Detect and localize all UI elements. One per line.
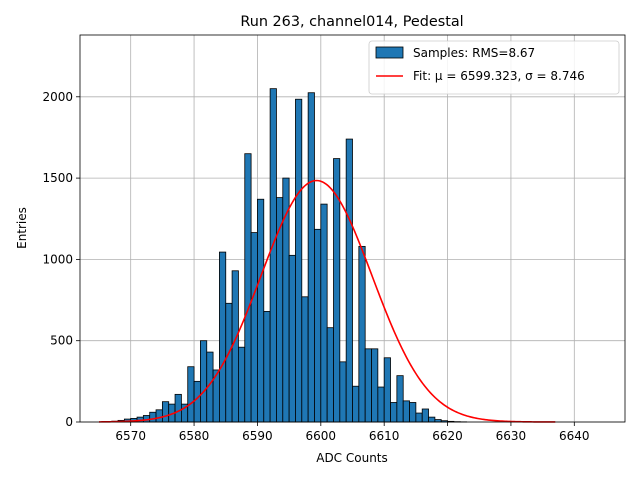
histogram-bar <box>396 375 404 423</box>
histogram-bar <box>326 327 334 423</box>
histogram-bar <box>238 346 246 423</box>
x-tick-label: 6640 <box>559 429 590 443</box>
histogram-bar <box>358 245 366 423</box>
histogram-bar <box>301 296 309 423</box>
plot-frame <box>79 34 626 423</box>
legend-histogram-label: Samples: RMS=8.67 <box>413 46 535 60</box>
histogram-bar <box>428 416 436 423</box>
fit-curve <box>99 179 556 423</box>
histogram-bar <box>345 138 353 423</box>
histogram-bar <box>402 400 410 423</box>
histogram-bar <box>174 393 182 423</box>
histogram-bar <box>307 92 315 423</box>
x-axis-label: ADC Counts <box>316 451 388 465</box>
histogram-bar <box>193 380 201 423</box>
histogram-bar <box>377 386 385 423</box>
x-tick-label: 6600 <box>306 429 337 443</box>
chart-title: Run 263, channel014, Pedestal <box>240 14 463 30</box>
legend-histogram-swatch <box>375 46 404 59</box>
legend: Samples: RMS=8.67 Fit: μ = 6599.323, σ =… <box>368 40 620 95</box>
histogram-bar <box>269 88 277 423</box>
histogram-bar <box>187 366 195 423</box>
histogram-bar <box>390 402 398 423</box>
histogram-bar <box>263 311 271 423</box>
histogram-bar <box>231 270 239 423</box>
x-tick-label: 6630 <box>496 429 527 443</box>
histogram-bar <box>421 408 429 423</box>
histogram-bar <box>288 254 296 423</box>
y-tick-label: 2000 <box>42 90 73 104</box>
histogram-bar <box>225 302 233 423</box>
histogram-bar <box>352 385 360 423</box>
histogram-bar <box>364 348 372 423</box>
histogram-bar <box>371 348 379 423</box>
histogram-bar <box>155 409 163 423</box>
x-tick-label: 6580 <box>179 429 210 443</box>
histogram-bars <box>104 88 467 423</box>
histogram-bar <box>200 340 208 423</box>
y-tick-label: 1500 <box>42 171 73 185</box>
x-tick-label: 6610 <box>369 429 400 443</box>
histogram-bar <box>149 411 157 423</box>
histogram-bar <box>295 98 303 423</box>
histogram-bar <box>257 198 265 423</box>
histogram-bar <box>415 412 423 423</box>
legend-fit-label: Fit: μ = 6599.323, σ = 8.746 <box>413 69 585 83</box>
histogram-bar <box>339 361 347 423</box>
histogram-bar <box>161 401 170 423</box>
histogram-bar <box>314 228 322 423</box>
histogram-bar <box>276 197 284 423</box>
y-axis-ticks: 0 500 1000 1500 2000 <box>42 90 80 429</box>
x-tick-label: 6620 <box>432 429 463 443</box>
histogram-bar <box>409 402 417 423</box>
x-tick-label: 6570 <box>115 429 146 443</box>
legend-box <box>368 40 620 95</box>
x-tick-label: 6590 <box>242 429 273 443</box>
histogram-bar <box>383 357 391 423</box>
histogram-bar <box>244 153 252 423</box>
x-axis-ticks: 6570 6580 6590 6600 6610 6620 6630 6640 <box>115 422 590 443</box>
histogram-bar <box>320 203 328 423</box>
y-tick-label: 500 <box>50 334 73 348</box>
y-axis-label: Entries <box>15 207 29 249</box>
histogram-bar <box>250 232 258 423</box>
histogram-bar <box>219 251 227 423</box>
y-tick-label: 0 <box>65 415 73 429</box>
y-tick-label: 1000 <box>42 252 73 266</box>
